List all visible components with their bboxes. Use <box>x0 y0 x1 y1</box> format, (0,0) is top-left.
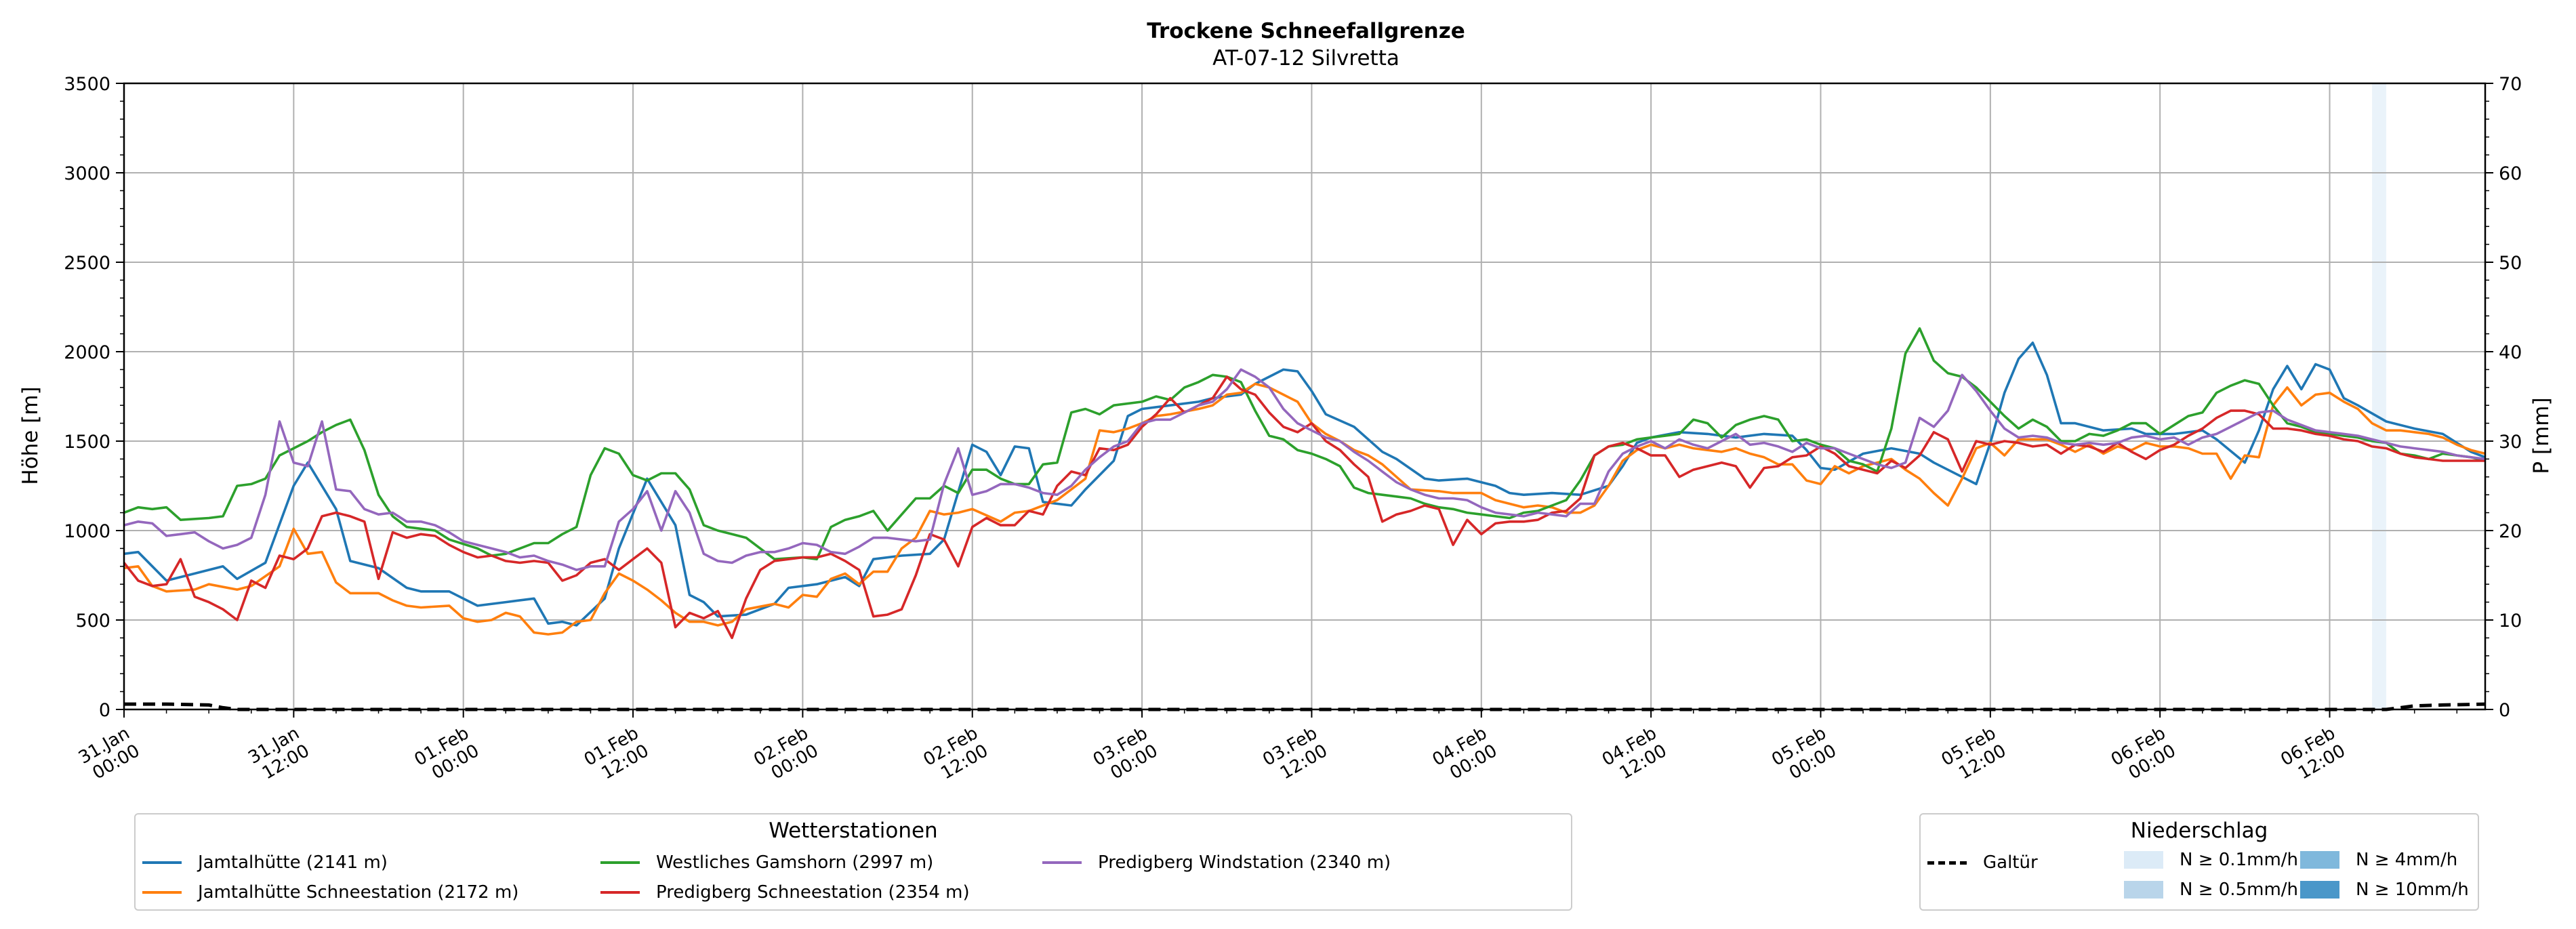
x-tick-label: 05.Feb12:00 <box>1938 723 2010 788</box>
x-tick-label: 01.Feb00:00 <box>411 723 483 788</box>
legend-precip: Niederschlag Galtür N ≥ 0.1mm/h N ≥ 0.5m… <box>1919 813 2479 911</box>
y-tick-label: 0 <box>99 700 110 721</box>
legend-label: N ≥ 10mm/h <box>2356 880 2469 900</box>
legend-label: Jamtalhütte (2141 m) <box>198 852 388 873</box>
precip-bands <box>2372 83 2386 709</box>
legend-patch <box>2124 881 2163 899</box>
legend-swatch-dashed <box>1927 861 1967 865</box>
legend-patch <box>2124 851 2163 869</box>
legend-label: Westliches Gamshorn (2997 m) <box>656 852 934 873</box>
series-lines <box>123 327 2486 711</box>
x-tick-label: 03.Feb12:00 <box>1259 723 1331 788</box>
x-tick-label: 31.Jan12:00 <box>245 723 313 786</box>
y2-tick-label: 0 <box>2499 700 2510 721</box>
legend-swatch <box>600 861 640 864</box>
legend-swatch <box>142 861 182 864</box>
legend-swatch <box>600 891 640 894</box>
legend-label: N ≥ 4mm/h <box>2356 850 2458 870</box>
x-tick-label: 06.Feb00:00 <box>2108 723 2180 788</box>
legend-item-precip-class-4: N ≥ 10mm/h <box>2300 880 2469 900</box>
legend-item-predigberg-windstation: Predigberg Windstation (2340 m) <box>1042 852 1391 873</box>
legend-item-precip-class-3: N ≥ 4mm/h <box>2300 850 2457 870</box>
chart-subtitle: AT-07-12 Silvretta <box>1212 46 1399 70</box>
x-tick-label: 04.Feb00:00 <box>1429 723 1501 788</box>
x-tick-label: 02.Feb12:00 <box>920 723 992 788</box>
y2-tick-label: 50 <box>2499 253 2522 274</box>
x-tick-label: 01.Feb12:00 <box>581 723 653 788</box>
legend-label: Predigberg Schneestation (2354 m) <box>656 882 970 903</box>
y-tick-label: 2000 <box>64 342 110 363</box>
y-tick-label: 2500 <box>64 253 110 274</box>
legend-stations-title: Wetterstationen <box>769 819 938 843</box>
legend-item-westliches-gamshorn: Westliches Gamshorn (2997 m) <box>600 852 933 873</box>
x-tick-label: 03.Feb00:00 <box>1090 723 1162 788</box>
y-tick-label: 3500 <box>64 74 110 95</box>
x-tick-label: 02.Feb00:00 <box>750 723 822 788</box>
legend-item-jamtalhuette: Jamtalhütte (2141 m) <box>142 852 388 873</box>
series-line <box>123 382 2486 636</box>
legend-stations: Wetterstationen Jamtalhütte (2141 m) Jam… <box>134 813 1572 911</box>
plot-frame <box>123 82 2487 711</box>
grid <box>123 83 2485 710</box>
y2-axis-label: P [mm] <box>2529 397 2554 474</box>
x-tick-label: 05.Feb00:00 <box>1768 723 1840 788</box>
series-line <box>123 327 2486 560</box>
legend-precip-title: Niederschlag <box>2130 819 2268 843</box>
legend-item-predigberg-schneestation: Predigberg Schneestation (2354 m) <box>600 882 970 903</box>
x-tick-label: 04.Feb12:00 <box>1599 723 1671 788</box>
precip-band <box>2372 83 2386 709</box>
y2-tick-label: 40 <box>2499 342 2522 363</box>
x-tick-label: 06.Feb12:00 <box>2277 723 2349 788</box>
y2-tick-label: 60 <box>2499 163 2522 184</box>
legend-label: N ≥ 0.5mm/h <box>2180 880 2299 900</box>
series-line <box>123 368 2486 571</box>
y-tick-label: 500 <box>75 611 110 632</box>
legend-item-precip-class-1: N ≥ 0.1mm/h <box>2124 850 2298 870</box>
legend-label: Jamtalhütte Schneestation (2172 m) <box>198 882 519 903</box>
chart-title: Trockene Schneefallgrenze <box>1147 19 1465 43</box>
y-tick-label: 1000 <box>64 521 110 542</box>
legend-patch <box>2300 881 2339 899</box>
legend-swatch <box>1042 861 1082 864</box>
legend-swatch <box>142 891 182 894</box>
y2-tick-label: 30 <box>2499 432 2522 453</box>
y-axis-label: Höhe [m] <box>18 386 43 484</box>
legend-item-galtuer: Galtür <box>1927 852 2038 873</box>
series-line <box>123 375 2485 640</box>
legend-label: N ≥ 0.1mm/h <box>2180 850 2299 870</box>
series-line <box>123 342 2486 627</box>
legend-label: Predigberg Windstation (2340 m) <box>1098 852 1391 873</box>
x-tick-label: 31.Jan00:00 <box>75 723 144 786</box>
y2-tick-label: 10 <box>2499 611 2522 632</box>
y2-tick-label: 70 <box>2499 74 2522 95</box>
y-tick-label: 1500 <box>64 432 110 453</box>
y-tick-label: 3000 <box>64 163 110 184</box>
legend-label: Galtür <box>1983 852 2038 873</box>
legend-patch <box>2300 851 2339 869</box>
legend-item-jamtalhuette-schneestation: Jamtalhütte Schneestation (2172 m) <box>142 882 518 903</box>
y2-tick-label: 20 <box>2499 521 2522 542</box>
legend-item-precip-class-2: N ≥ 0.5mm/h <box>2124 880 2298 900</box>
